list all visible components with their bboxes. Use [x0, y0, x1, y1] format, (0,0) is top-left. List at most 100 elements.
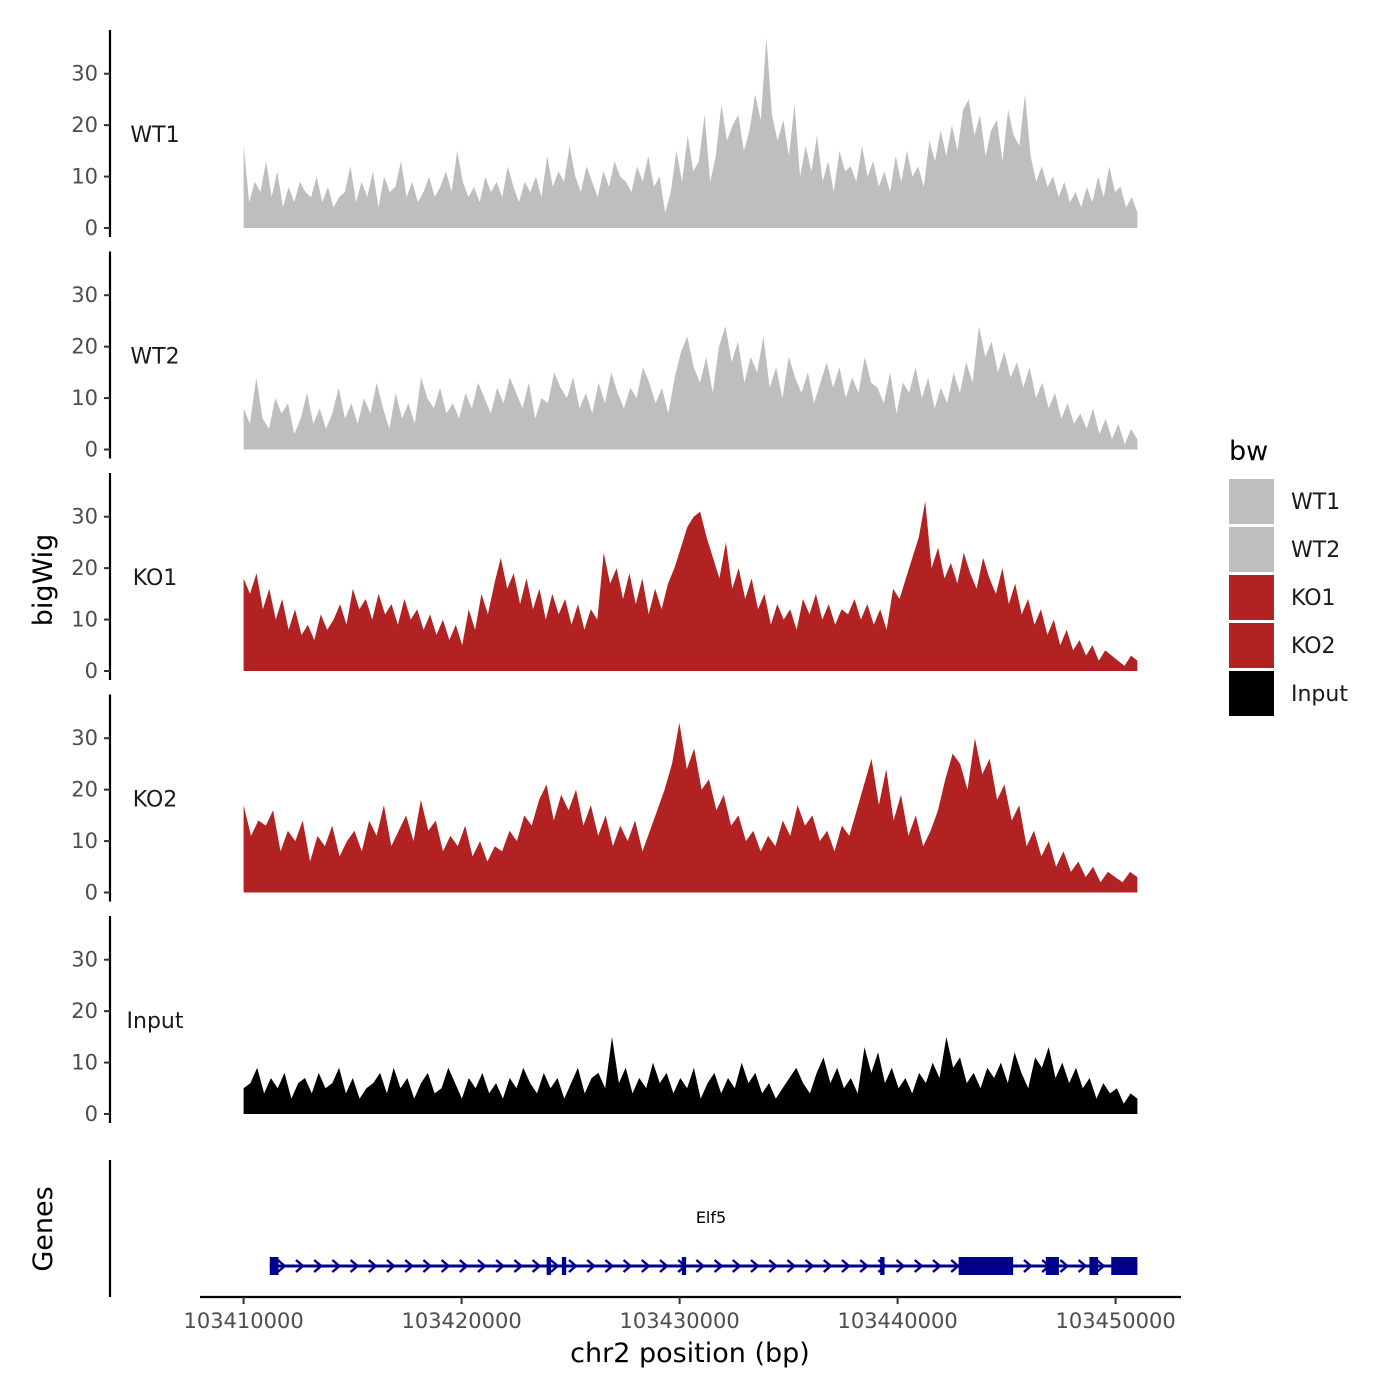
strand-arrow — [422, 1259, 433, 1273]
strand-arrow — [622, 1259, 633, 1273]
gene-exon — [958, 1257, 1014, 1275]
strand-arrow — [731, 1259, 742, 1273]
strand-arrow — [786, 1259, 797, 1273]
gene-track: Genes Elf5 — [28, 1160, 1138, 1297]
legend-label-wt2: WT2 — [1291, 538, 1340, 563]
signal-area-wt2 — [243, 326, 1138, 450]
x-axis-title: chr2 position (bp) — [570, 1338, 810, 1369]
y-tick-label: 0 — [85, 216, 98, 240]
strand-arrow — [713, 1259, 724, 1273]
signal-area-ko2 — [243, 722, 1138, 893]
legend-key-input — [1229, 671, 1274, 716]
strand-arrow — [513, 1259, 524, 1273]
strand-arrow — [313, 1259, 324, 1273]
y-tick-label: 10 — [71, 165, 98, 189]
track-label: KO1 — [133, 566, 178, 591]
y-tick-label: 0 — [85, 1102, 98, 1126]
y-tick-label: 10 — [71, 608, 98, 632]
signal-area-ko1 — [243, 501, 1138, 671]
y-tick-label: 0 — [85, 659, 98, 683]
strand-arrow — [604, 1259, 615, 1273]
gene-exon — [1111, 1257, 1138, 1275]
y-tick-label: 10 — [71, 386, 98, 410]
strand-arrow — [750, 1259, 760, 1273]
y-tick-label: 30 — [71, 283, 98, 307]
y-tick-label: 10 — [71, 829, 98, 853]
strand-arrow — [695, 1259, 706, 1273]
legend-key-ko1 — [1229, 575, 1274, 620]
track-label: Input — [127, 1009, 184, 1034]
x-tick-label: 103430000 — [619, 1309, 739, 1333]
gene-exon — [681, 1257, 687, 1275]
y-tick-label: 30 — [71, 505, 98, 529]
strand-arrow — [404, 1259, 415, 1273]
gene-exon — [546, 1257, 551, 1275]
legend-key-ko2 — [1229, 623, 1274, 668]
strand-arrow — [495, 1259, 506, 1273]
y-tick-label: 30 — [71, 726, 98, 750]
legend: bw WT1 WT2 KO1 KO2 Input — [1229, 436, 1348, 716]
strand-arrow — [440, 1259, 451, 1273]
strand-arrow — [331, 1259, 342, 1273]
x-tick-label: 103440000 — [837, 1309, 957, 1333]
y-tick-label: 30 — [71, 62, 98, 86]
track-label: WT2 — [130, 345, 179, 370]
legend-key-wt1 — [1229, 479, 1274, 524]
strand-arrow — [295, 1259, 305, 1273]
strand-arrow — [859, 1259, 870, 1273]
y-tick-label: 20 — [71, 556, 98, 580]
strand-arrow — [895, 1259, 906, 1273]
strand-arrow — [950, 1259, 961, 1273]
track-ko1: 0 10 20 30 KO1 — [71, 473, 1138, 683]
strand-arrow — [531, 1259, 542, 1273]
strand-arrow — [932, 1259, 942, 1273]
gene-exon — [1089, 1257, 1099, 1275]
gene-exon — [880, 1257, 885, 1275]
gene-exon — [1045, 1257, 1059, 1275]
legend-label-ko2: KO2 — [1291, 634, 1336, 659]
track-wt2: 0 10 20 30 WT2 — [71, 251, 1138, 462]
y-tick-label: 20 — [71, 778, 98, 802]
track-input: 0 10 20 30 Input — [71, 916, 1138, 1126]
y-tick-label: 20 — [71, 999, 98, 1023]
x-tick-label: 103450000 — [1055, 1309, 1175, 1333]
x-tick-label: 103420000 — [401, 1309, 521, 1333]
strand-arrow — [349, 1259, 360, 1273]
strand-arrow — [1023, 1259, 1033, 1273]
strand-arrow — [768, 1259, 779, 1273]
y-tick-label: 30 — [71, 948, 98, 972]
strand-arrow — [458, 1259, 469, 1273]
gene-exon — [561, 1257, 567, 1275]
strand-arrow — [586, 1259, 597, 1273]
strand-arrow — [568, 1259, 578, 1273]
x-axis: 103410000 103420000 103430000 103440000 1034… — [183, 1295, 1181, 1333]
legend-title: bw — [1229, 436, 1268, 467]
strand-arrow — [804, 1259, 815, 1273]
signal-area-input — [243, 1036, 1138, 1114]
y-axis-title: bigWig — [28, 534, 59, 627]
track-wt1: 0 10 20 30 WT1 — [71, 30, 1138, 240]
strand-arrow — [1077, 1259, 1088, 1273]
track-label: KO2 — [133, 788, 178, 813]
gene-name-label: Elf5 — [696, 1208, 726, 1227]
strand-arrow — [1059, 1259, 1070, 1273]
strand-arrow — [841, 1259, 851, 1273]
legend-label-wt1: WT1 — [1291, 490, 1340, 515]
legend-label-input: Input — [1291, 682, 1348, 707]
strand-arrow — [386, 1259, 396, 1273]
y-tick-label: 0 — [85, 881, 98, 905]
gene-exon — [269, 1257, 279, 1275]
y-tick-label: 0 — [85, 438, 98, 462]
strand-arrow — [659, 1259, 669, 1273]
strand-arrow — [549, 1259, 560, 1273]
x-tick-label: 103410000 — [183, 1309, 303, 1333]
strand-arrow — [276, 1259, 287, 1273]
y-tick-label: 10 — [71, 1051, 98, 1075]
strand-arrow — [477, 1259, 487, 1273]
y-tick-label: 20 — [71, 113, 98, 137]
y-tick-label: 20 — [71, 335, 98, 359]
strand-arrow — [640, 1259, 651, 1273]
legend-key-wt2 — [1229, 527, 1274, 572]
strand-arrow — [822, 1259, 833, 1273]
strand-arrow — [367, 1259, 378, 1273]
